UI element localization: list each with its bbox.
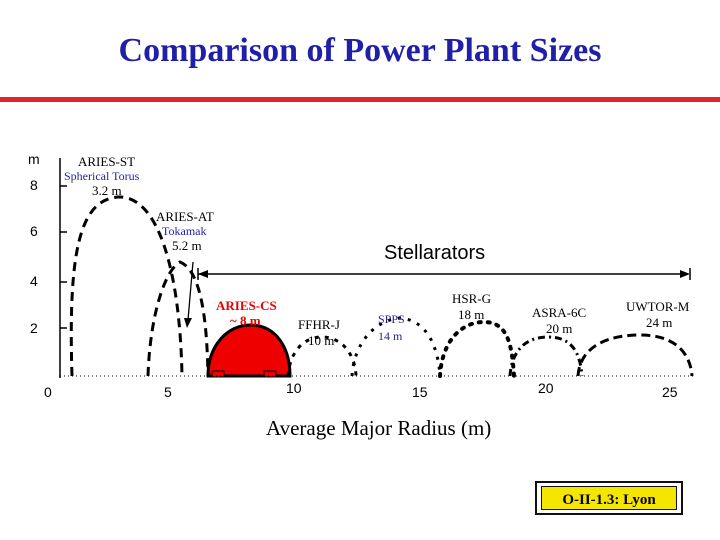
aries-st-outline xyxy=(69,195,184,377)
aries-st-name: ARIES-ST xyxy=(78,154,136,169)
x-tick-label-20: 20 xyxy=(538,380,554,396)
aries-at-type: Tokamak xyxy=(162,224,207,238)
aries-at-radius: 5.2 m xyxy=(172,238,202,253)
spps-radius: 14 m xyxy=(378,329,403,343)
aries-cs-radius: ~ 8 m xyxy=(230,313,261,328)
y-tick-label-4: 4 xyxy=(30,273,38,289)
x-axis-label: Average Major Radius (m) xyxy=(266,416,492,440)
spps-outline xyxy=(350,316,442,377)
uwtor-m-radius: 24 m xyxy=(646,315,673,330)
aries-cs-name: ARIES-CS xyxy=(216,298,277,313)
hsr-g-name: HSR-G xyxy=(452,291,492,306)
aries-st-type: Spherical Torus xyxy=(64,169,140,183)
asra-6c-radius: 20 m xyxy=(546,321,573,336)
y-tick-label-2: 2 xyxy=(30,320,38,336)
title-divider xyxy=(0,97,720,102)
aries-st-radius: 3.2 m xyxy=(92,183,122,198)
session-badge-label: O-II-1.3: Lyon xyxy=(541,486,677,510)
y-tick-label-8: 8 xyxy=(30,177,38,193)
hsr-g-radius: 18 m xyxy=(458,307,485,322)
spps-name: SPPS xyxy=(378,312,405,326)
y-tick-label-6: 6 xyxy=(30,223,38,239)
x-tick-label-5: 5 xyxy=(164,384,172,400)
asra-6c-outline xyxy=(508,335,584,377)
uwtor-m-outline xyxy=(576,333,694,377)
y-axis-unit: m xyxy=(28,151,40,167)
aries-at-arrowhead xyxy=(184,318,192,328)
aries-at-outline xyxy=(146,260,210,377)
ffhr-j-radius: 10 m xyxy=(308,333,335,348)
ffhr-j-name: FFHR-J xyxy=(298,317,340,332)
x-tick-label-25: 25 xyxy=(662,384,678,400)
uwtor-m-name: UWTOR-M xyxy=(626,299,690,314)
x-tick-label-10: 10 xyxy=(286,380,302,396)
stellarators-label: Stellarators xyxy=(384,242,486,264)
x-tick-label-15: 15 xyxy=(412,384,428,400)
session-badge: O-II-1.3: Lyon xyxy=(535,481,683,515)
asra-6c-name: ASRA-6C xyxy=(532,305,587,320)
aries-at-arrow xyxy=(187,261,194,321)
x-tick-label-0: 0 xyxy=(44,384,52,400)
page-title: Comparison of Power Plant Sizes xyxy=(118,32,602,69)
aries-cs-shape xyxy=(206,323,292,378)
hsr-g-outline xyxy=(438,319,516,378)
aries-at-name: ARIES-AT xyxy=(156,209,214,224)
